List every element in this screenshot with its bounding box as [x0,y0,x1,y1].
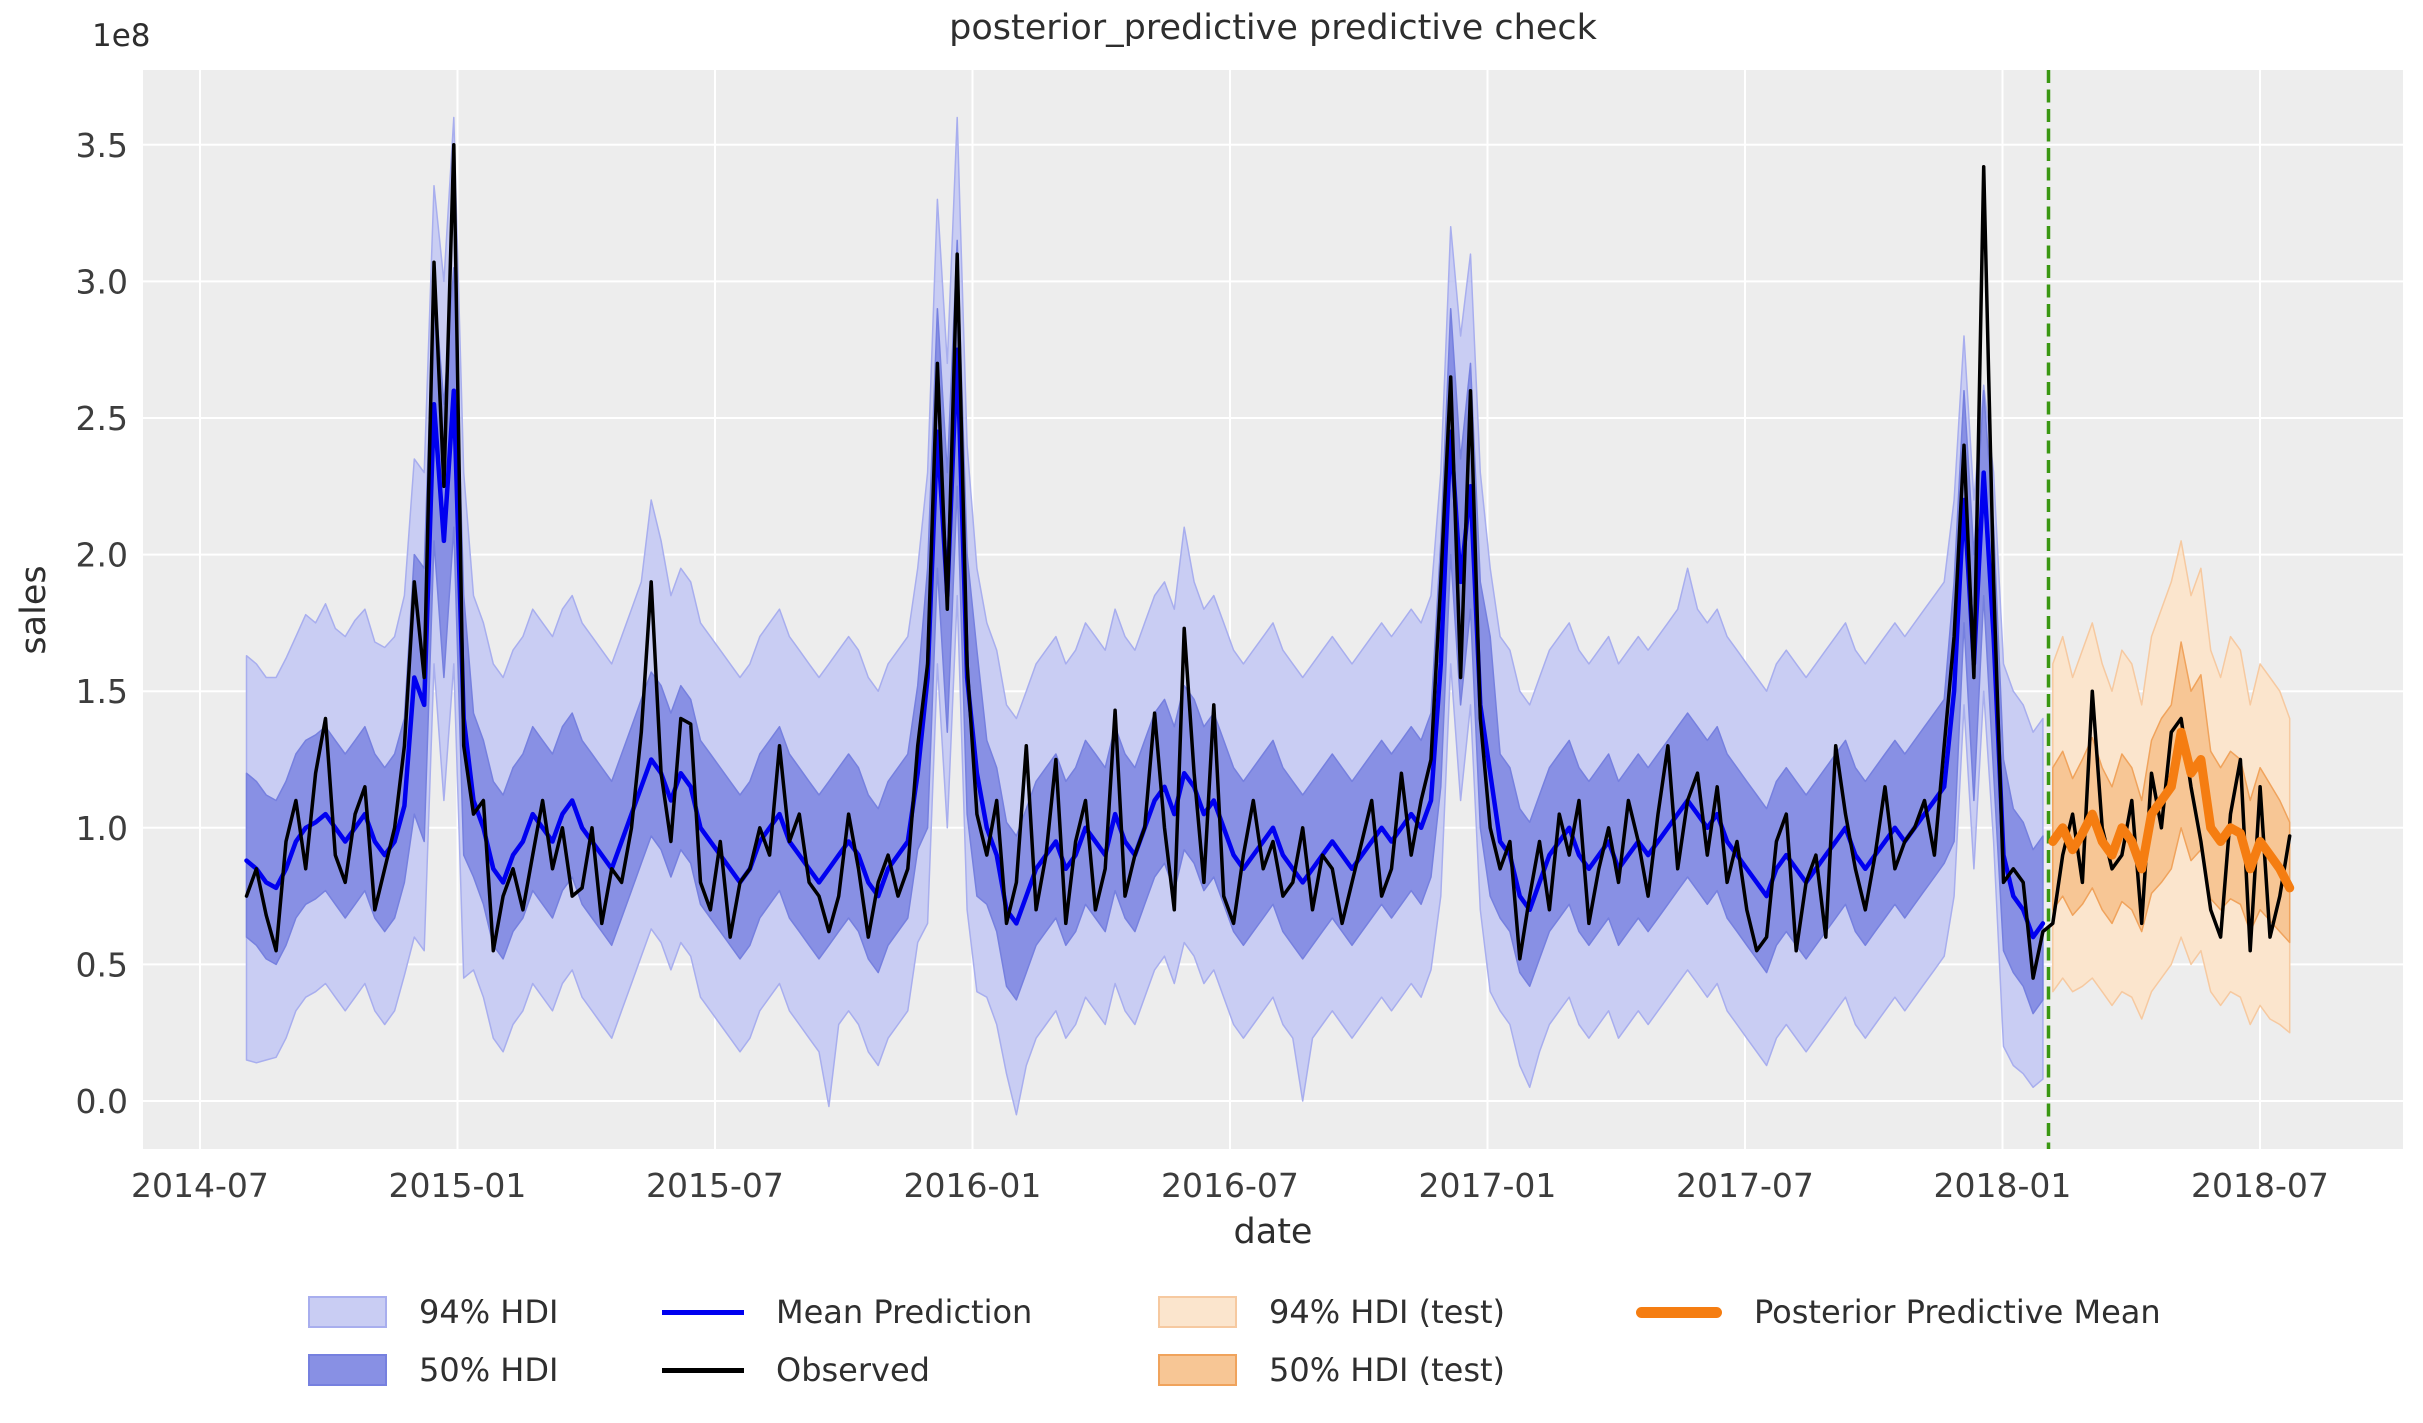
x-tick-label: 2016-01 [904,1166,1042,1205]
x-axis-label: date [1233,1212,1313,1252]
y-tick-label: 1.5 [76,672,128,711]
y-tick-label: 1.0 [76,809,128,848]
observed-line-swatch-icon [662,1367,744,1373]
legend-label: 50% HDI (test) [1269,1351,1506,1389]
legend-item-50hdi: 50% HDI [308,1350,558,1390]
legend-item-observed: Observed [662,1350,930,1390]
x-tick-label: 2015-01 [389,1166,527,1205]
legend-label: 94% HDI (test) [1269,1293,1506,1331]
legend-label: Observed [776,1351,930,1389]
mean-line-swatch-icon [662,1309,744,1315]
legend-label: Posterior Predictive Mean [1754,1293,2161,1331]
chart-title: posterior_predictive predictive check [949,8,1597,48]
legend-item-mean-prediction: Mean Prediction [662,1292,1032,1332]
50hdi-swatch-icon [308,1354,387,1386]
y-tick-label: 0.0 [76,1082,128,1121]
y-axis-offset-label: 1e8 [92,18,151,54]
94hdi-test-swatch-icon [1158,1296,1237,1328]
legend-label: 94% HDI [419,1293,559,1331]
x-tick-label: 2014-07 [131,1166,269,1205]
legend-item-94hdi: 94% HDI [308,1292,558,1332]
94hdi-swatch-icon [308,1296,387,1328]
x-tick-label: 2015-07 [646,1166,784,1205]
legend-item-posterior-predictive-mean: Posterior Predictive Mean [1636,1292,2161,1332]
y-tick-label: 2.5 [76,399,128,438]
y-tick-label: 3.0 [76,262,128,301]
x-tick-label: 2016-07 [1161,1166,1299,1205]
y-tick-label: 2.0 [76,536,128,575]
pp-mean-line-swatch-icon [1636,1306,1722,1318]
legend-label: Mean Prediction [776,1293,1033,1331]
legend-item-50hdi-test: 50% HDI (test) [1158,1350,1505,1390]
legend-item-94hdi-test: 94% HDI (test) [1158,1292,1505,1332]
x-tick-label: 2017-07 [1676,1166,1814,1205]
y-tick-label: 0.5 [76,945,128,984]
legend-label: 50% HDI [419,1351,559,1389]
y-axis-label: sales [14,565,54,655]
x-tick-label: 2017-01 [1419,1166,1557,1205]
x-tick-label: 2018-07 [2191,1166,2329,1205]
x-tick-label: 2018-01 [1934,1166,2072,1205]
y-tick-label: 3.5 [76,126,128,165]
50hdi-test-swatch-icon [1158,1354,1237,1386]
